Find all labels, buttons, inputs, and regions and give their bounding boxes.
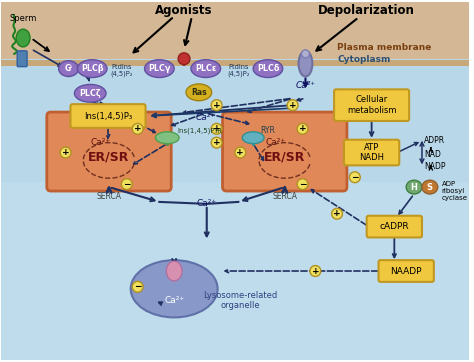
Text: NAD: NAD [424,150,441,159]
Text: Cellular
metabolism: Cellular metabolism [347,96,396,115]
Bar [1,59,469,360]
FancyBboxPatch shape [334,89,409,121]
Text: ER/SR: ER/SR [264,151,305,164]
Ellipse shape [301,50,310,58]
Text: ADPR: ADPR [424,136,445,145]
Text: ADP
ribosyl
cyclase: ADP ribosyl cyclase [442,181,468,201]
Ellipse shape [155,132,179,144]
Circle shape [235,147,246,158]
Ellipse shape [59,61,78,76]
FancyBboxPatch shape [222,112,347,191]
Text: PLCβ: PLCβ [81,64,103,73]
Text: +: + [213,138,220,147]
Ellipse shape [253,60,283,77]
Circle shape [132,123,143,134]
Ellipse shape [166,261,182,281]
Text: Lysosome-related
organelle: Lysosome-related organelle [203,291,277,310]
Ellipse shape [191,60,220,77]
Text: PLCε: PLCε [195,64,216,73]
Text: +: + [289,101,296,110]
Text: Ca²⁺: Ca²⁺ [266,138,286,147]
Text: Depolarization: Depolarization [318,4,415,17]
Text: Sperm: Sperm [9,14,37,23]
Text: Plasma membrane: Plasma membrane [337,43,431,52]
Text: NAADP: NAADP [391,266,422,275]
Circle shape [349,172,360,183]
Circle shape [287,100,298,110]
Text: +: + [311,266,319,275]
FancyBboxPatch shape [71,104,146,128]
Text: Ca²⁺: Ca²⁺ [196,113,216,122]
Ellipse shape [74,84,106,102]
Text: cADPR: cADPR [380,222,409,231]
Ellipse shape [299,51,312,76]
Circle shape [297,179,308,190]
Text: +: + [62,148,69,157]
Text: PLCγ: PLCγ [148,64,171,73]
Text: RYR: RYR [260,126,275,135]
Text: PLCδ: PLCδ [257,64,279,73]
Circle shape [121,179,132,190]
Circle shape [132,281,143,292]
Bar [1,60,469,66]
Text: +: + [213,124,220,133]
Text: Cytoplasm: Cytoplasm [337,55,391,64]
Text: ATP
NADH: ATP NADH [359,143,384,162]
Text: +: + [237,148,244,157]
Text: Ins(1,4,5)P₃: Ins(1,4,5)P₃ [84,111,132,121]
Text: Agonists: Agonists [155,4,213,17]
Circle shape [60,147,71,158]
Text: ER/SR: ER/SR [88,151,130,164]
Text: Ca²⁺: Ca²⁺ [90,138,110,147]
Bar [1,182,469,360]
Text: −: − [123,180,130,189]
FancyBboxPatch shape [47,112,171,191]
Text: Gⁱ: Gⁱ [64,64,73,73]
Text: Ca²⁺: Ca²⁺ [197,199,217,209]
Ellipse shape [422,180,438,194]
Text: PLCζ: PLCζ [80,89,101,98]
Ellipse shape [242,132,264,144]
FancyBboxPatch shape [344,140,399,165]
Text: SERCA: SERCA [272,193,297,202]
Text: H: H [410,182,418,191]
Ellipse shape [186,84,212,101]
Circle shape [310,266,321,277]
Text: SERCA: SERCA [97,193,121,202]
Circle shape [297,123,308,134]
Ellipse shape [131,260,218,317]
FancyBboxPatch shape [379,260,434,282]
Text: +: + [333,209,341,218]
Circle shape [211,123,222,134]
Circle shape [332,208,343,219]
Text: PtdIns
(4,5)P₂: PtdIns (4,5)P₂ [227,64,250,77]
Text: S: S [427,182,433,191]
Text: +: + [299,124,306,133]
Text: +: + [213,101,220,110]
FancyBboxPatch shape [17,51,27,67]
Text: −: − [299,180,306,189]
Text: Ca²⁺: Ca²⁺ [164,296,184,305]
Ellipse shape [145,60,174,77]
Text: PtdIns
(4,5)P₂: PtdIns (4,5)P₂ [110,64,133,77]
Text: Ins(1,4,5)P₃R: Ins(1,4,5)P₃R [177,127,222,134]
Ellipse shape [16,29,30,47]
Text: +: + [134,124,141,133]
Ellipse shape [77,60,107,77]
Bar [1,3,469,64]
Text: NADP: NADP [424,162,446,171]
Circle shape [178,53,190,65]
FancyBboxPatch shape [367,216,422,237]
Text: Ras: Ras [191,88,207,97]
Text: Ca²⁺: Ca²⁺ [295,81,316,90]
Text: −: − [134,282,141,291]
Text: −: − [351,173,359,182]
Circle shape [211,137,222,148]
Circle shape [211,100,222,110]
Ellipse shape [406,180,422,194]
